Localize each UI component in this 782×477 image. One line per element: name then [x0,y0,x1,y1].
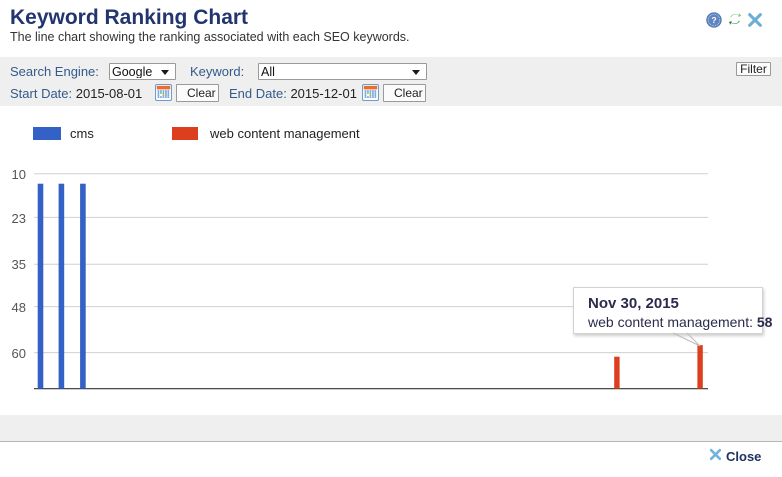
svg-text:?: ? [711,15,716,25]
